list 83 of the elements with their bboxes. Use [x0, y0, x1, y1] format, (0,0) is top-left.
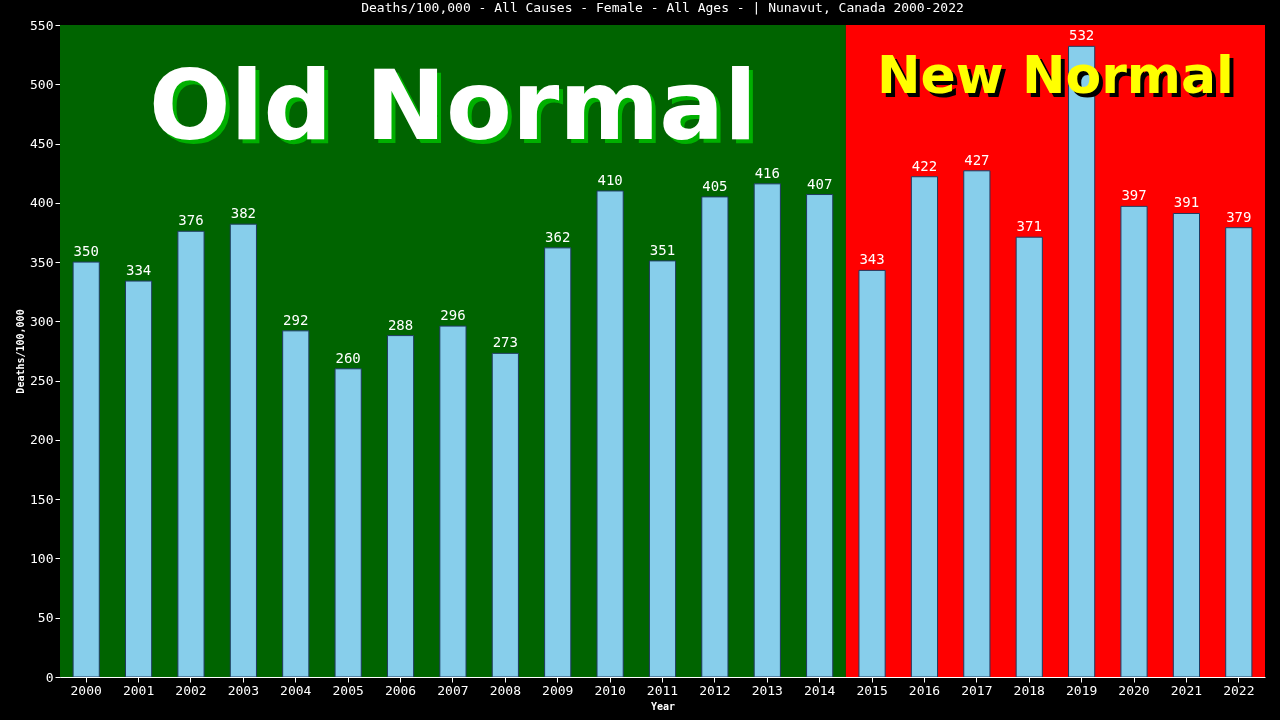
data-label: 416 [754, 164, 780, 181]
bar [963, 170, 991, 678]
data-label: 405 [702, 177, 728, 194]
x-tick-label: 2001 [122, 682, 155, 698]
y-tick-label: 350 [30, 254, 54, 270]
x-tick-label: 2008 [489, 682, 521, 698]
bar [858, 269, 886, 678]
data-label: 350 [73, 243, 99, 260]
bar [72, 261, 100, 678]
x-tick-label: 2011 [646, 682, 679, 698]
data-label: 288 [387, 316, 414, 333]
y-tick-label: 300 [30, 313, 54, 329]
x-tick-label: 2019 [1065, 682, 1098, 698]
data-label: 334 [125, 262, 152, 279]
y-tick-label: 200 [30, 432, 54, 448]
x-tick-label: 2013 [751, 682, 783, 698]
data-label: 407 [807, 175, 833, 192]
bar [124, 280, 153, 678]
y-tick-label: 50 [37, 610, 54, 626]
bar [648, 260, 677, 678]
x-tick-label: 2002 [175, 682, 207, 698]
x-tick-label: 2018 [1013, 682, 1045, 698]
x-tick-label: 2005 [332, 682, 364, 698]
bar [1120, 205, 1148, 678]
data-label: 371 [1016, 218, 1042, 235]
x-tick-label: 2015 [856, 682, 888, 698]
y-tick-label: 550 [30, 17, 54, 33]
bar [439, 325, 467, 678]
data-label: 410 [597, 171, 623, 188]
data-label: 351 [649, 241, 676, 258]
x-tick-label: 2020 [1118, 682, 1150, 698]
bar [1172, 212, 1201, 678]
data-label: 379 [1226, 208, 1252, 225]
bar [753, 183, 781, 678]
bar [1225, 227, 1253, 678]
data-label: 427 [964, 151, 990, 168]
bar [386, 335, 415, 678]
x-tick-label: 2004 [280, 682, 312, 698]
x-tick-label: 2014 [804, 682, 836, 698]
x-tick-label: 2016 [908, 682, 941, 698]
bar [596, 190, 624, 678]
y-axis-title: Deaths/100,000 [15, 309, 27, 394]
data-label: 292 [283, 311, 309, 328]
x-tick-label: 2022 [1223, 682, 1255, 698]
y-tick-label: 0 [45, 669, 54, 685]
bar [282, 330, 310, 678]
x-tick-label: 2017 [961, 682, 993, 698]
data-label: 422 [911, 157, 938, 174]
bar [491, 352, 519, 678]
y-tick-label: 400 [30, 195, 54, 211]
data-label: 296 [440, 307, 466, 324]
bar [544, 247, 572, 678]
bar [229, 223, 257, 678]
bar [334, 368, 362, 678]
y-tick-label: 150 [30, 491, 54, 507]
x-tick-label: 2007 [437, 682, 469, 698]
data-label: 376 [178, 212, 204, 229]
x-tick-label: 2000 [70, 682, 102, 698]
data-label: 362 [545, 228, 571, 245]
x-axis-title: Year [650, 700, 676, 712]
bar [701, 196, 729, 678]
data-label: 273 [492, 334, 518, 351]
data-label: 397 [1121, 187, 1147, 204]
x-tick-label: 2010 [594, 682, 626, 698]
data-label: 260 [335, 349, 361, 366]
chart-title: Deaths/100,000 - All Causes - Female - All Ages - | Nunavut, Canada 2000-2022 [361, 0, 964, 15]
x-tick-label: 2012 [699, 682, 731, 698]
y-tick-label: 250 [30, 373, 54, 389]
x-tick-label: 2006 [384, 682, 417, 698]
bar [806, 194, 834, 678]
x-tick-label: 2009 [542, 682, 574, 698]
y-tick-label: 100 [30, 550, 54, 566]
data-label: 391 [1173, 194, 1200, 211]
y-tick-label: 450 [30, 136, 54, 152]
y-tick-label: 500 [30, 76, 54, 92]
bar [910, 176, 939, 678]
data-label: 343 [859, 251, 885, 268]
bar [1015, 236, 1043, 678]
data-label: 382 [230, 205, 257, 222]
x-tick-label: 2021 [1170, 682, 1203, 698]
data-label: 532 [1068, 27, 1095, 44]
bar [177, 230, 205, 678]
x-tick-label: 2003 [227, 682, 260, 698]
